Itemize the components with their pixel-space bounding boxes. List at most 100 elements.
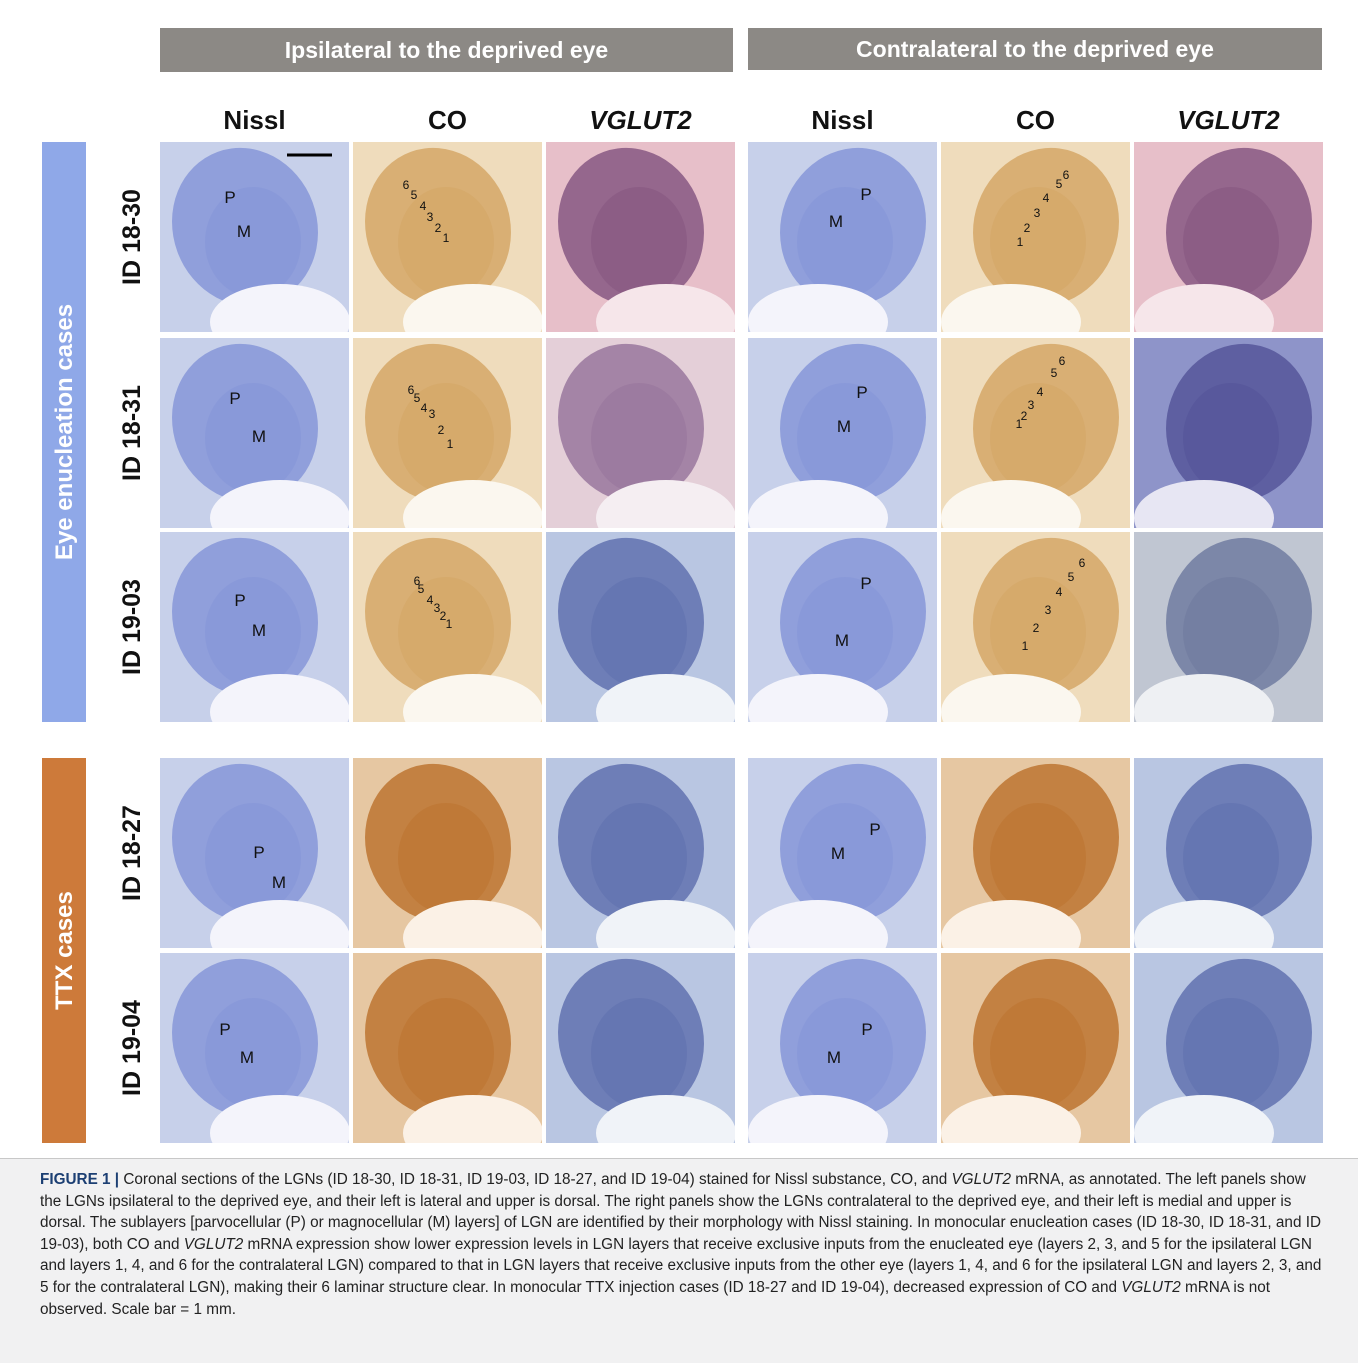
- caption-text: VGLUT2: [1121, 1279, 1181, 1296]
- micrograph: [1134, 127, 1334, 360]
- panel-annotation: 1: [446, 617, 453, 631]
- panel-annotation: P: [860, 185, 871, 204]
- lgn-core: [398, 998, 494, 1108]
- lgn-core: [797, 187, 893, 297]
- micrograph: [1134, 323, 1334, 556]
- panel-annotation: M: [240, 1048, 254, 1067]
- micrograph: [1134, 517, 1334, 750]
- micrograph: [941, 517, 1141, 750]
- micrograph: [150, 517, 350, 750]
- ventricle: [403, 674, 543, 750]
- panel-annotation: 3: [429, 407, 436, 421]
- micrograph: [150, 323, 350, 556]
- panel-annotation: 6: [1059, 354, 1066, 368]
- lgn-core: [797, 998, 893, 1108]
- panel-annotation: 4: [1043, 191, 1050, 205]
- panel-annotation: 2: [435, 221, 442, 235]
- panel-annotation: P: [869, 820, 880, 839]
- panel-annotation: 3: [427, 210, 434, 224]
- micrograph: [1134, 743, 1334, 976]
- micrograph: [343, 323, 543, 556]
- caption: FIGURE 1 | Coronal sections of the LGNs …: [0, 1159, 1358, 1320]
- panel-annotation: 6: [1079, 556, 1086, 570]
- caption-label: FIGURE 1 |: [40, 1171, 119, 1188]
- micrograph: [748, 127, 948, 360]
- caption-box: FIGURE 1 | Coronal sections of the LGNs …: [0, 1158, 1358, 1363]
- panel-annotation: P: [856, 383, 867, 402]
- panel-annotation: 1: [443, 231, 450, 245]
- panel-annotation: 3: [1034, 206, 1041, 220]
- panel-annotation: 5: [1056, 177, 1063, 191]
- panel-annotation: M: [827, 1048, 841, 1067]
- panel-annotation: 4: [420, 199, 427, 213]
- column-header: Nissl: [811, 105, 873, 135]
- ventricle: [748, 674, 888, 750]
- panel-annotation: 5: [414, 391, 421, 405]
- micrograph: [941, 743, 1141, 976]
- panel-annotation: M: [831, 844, 845, 863]
- panel-annotation: 1: [447, 437, 454, 451]
- panel-annotation: M: [829, 212, 843, 231]
- panel-annotation: 1: [1022, 639, 1029, 653]
- panel-annotation: P: [861, 1020, 872, 1039]
- panel-annotation: P: [253, 843, 264, 862]
- lgn-core: [990, 803, 1086, 913]
- panel-annotation: 5: [1051, 366, 1058, 380]
- panel-annotation: 5: [418, 582, 425, 596]
- micrograph: [748, 743, 948, 976]
- panel-annotation: M: [837, 417, 851, 436]
- ventricle: [210, 674, 350, 750]
- lgn-core: [591, 187, 687, 297]
- lgn-core: [990, 998, 1086, 1108]
- group-label: TTX cases: [51, 891, 78, 1010]
- panel-annotation: P: [224, 188, 235, 207]
- lgn-core: [1183, 803, 1279, 913]
- panel-annotation: 6: [403, 178, 410, 192]
- panel-annotation: 6: [1063, 168, 1070, 182]
- ventricle: [596, 674, 736, 750]
- lgn-core: [1183, 187, 1279, 297]
- column-header: VGLUT2: [589, 105, 692, 135]
- micrograph: [536, 517, 736, 750]
- column-header: Nissl: [223, 105, 285, 135]
- panel-annotation: M: [835, 631, 849, 650]
- column-header: CO: [1016, 105, 1055, 135]
- panel-annotation: 4: [1056, 585, 1063, 599]
- micrograph: [536, 323, 736, 556]
- panel-annotation: 5: [1068, 570, 1075, 584]
- micrograph: [343, 743, 543, 976]
- panel-annotation: M: [252, 427, 266, 446]
- lgn-core: [205, 187, 301, 297]
- figure: Ipsilateral to the deprived eyeContralat…: [0, 0, 1358, 1158]
- row-label: ID 18-27: [118, 805, 146, 901]
- lgn-core: [1183, 998, 1279, 1108]
- group-label: Eye enucleation cases: [51, 304, 78, 560]
- panel-annotation: 4: [427, 593, 434, 607]
- micrograph: [150, 127, 350, 360]
- lgn-core: [990, 383, 1086, 493]
- micrograph: [748, 323, 948, 556]
- panel-annotation: 4: [1037, 385, 1044, 399]
- lgn-core: [398, 803, 494, 913]
- panel-annotation: 4: [421, 401, 428, 415]
- micrograph: [343, 938, 543, 1158]
- panel-annotation: P: [234, 591, 245, 610]
- panel-annotation: M: [252, 621, 266, 640]
- micrograph: [941, 938, 1141, 1158]
- column-header: VGLUT2: [1177, 105, 1280, 135]
- lgn-core: [591, 383, 687, 493]
- lgn-core: [591, 803, 687, 913]
- panel-annotation: 1: [1017, 235, 1024, 249]
- ventricle: [941, 674, 1081, 750]
- lgn-core: [990, 187, 1086, 297]
- lgn-core: [797, 383, 893, 493]
- micrograph: [941, 323, 1141, 556]
- panel-annotation: P: [219, 1020, 230, 1039]
- caption-text: VGLUT2: [951, 1171, 1011, 1188]
- header-bar-label: Contralateral to the deprived eye: [856, 36, 1214, 62]
- row-label: ID 19-04: [118, 1000, 146, 1096]
- lgn-core: [398, 577, 494, 687]
- panel-annotation: 3: [1028, 398, 1035, 412]
- lgn-core: [591, 998, 687, 1108]
- row-label: ID 19-03: [118, 579, 146, 675]
